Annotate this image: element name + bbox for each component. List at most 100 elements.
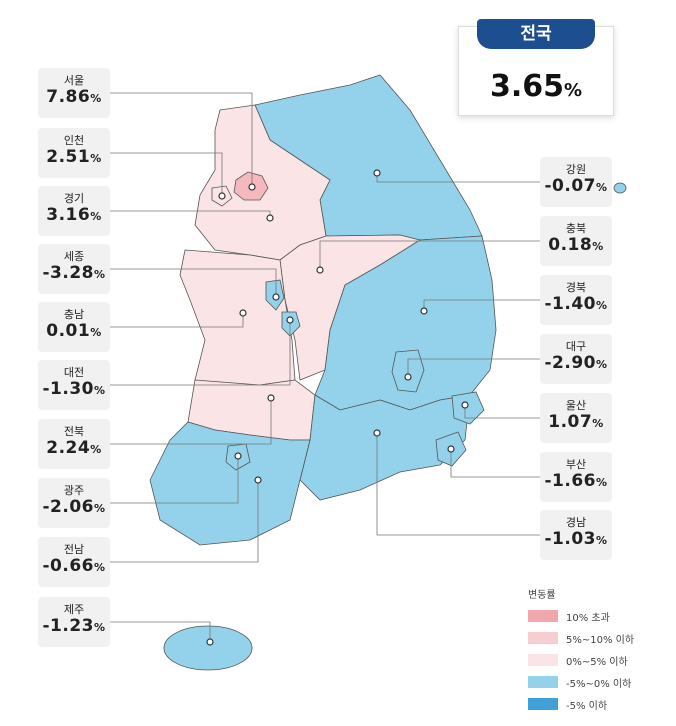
region-name: 대전 [63,366,85,379]
region-name: 인천 [63,134,85,147]
region-unit: % [93,268,106,281]
region-unit: % [592,240,604,253]
leader-line [110,398,272,445]
region-value: 7.86% [38,87,110,107]
legend: 변동률 10% 초과 5%~10% 이하 0%~5% 이하 -5%~0% 이하 -5% … [528,586,634,715]
region-label: 서울 7.86% [38,68,110,118]
region-name: 경남 [565,516,587,529]
provinces [149,74,627,671]
leader-line [110,92,253,187]
region-value: 2.51% [38,147,110,167]
region-dot [267,394,275,402]
region-number: -1.66 [544,471,596,491]
national-box: 전국 3.65% [458,19,614,116]
region-number: 0.18 [548,235,593,255]
region-name: 부산 [565,458,587,471]
legend-title: 변동률 [528,590,556,601]
leader-line [423,299,540,311]
legend-swatch [528,698,558,710]
region-dot [272,293,280,301]
region-name: 경북 [565,281,587,294]
region-dot [239,309,247,317]
legend-item: 0%~5% 이하 [528,649,634,671]
region-unit: % [90,326,102,339]
leader-line [110,320,291,386]
leader-line [110,480,259,563]
region-number: -1.23 [42,616,94,636]
region-label: 광주 -2.06% [38,478,110,528]
region-label: 울산 1.07% [540,393,612,443]
region-value: -1.66% [540,471,612,491]
region-dot [404,373,412,381]
region-value: -1.03% [540,529,612,549]
region-dot [254,476,262,484]
jeonnam [149,421,311,546]
region-dot [234,452,242,460]
region-dot [266,214,274,222]
leader-line [407,358,540,377]
region-value: 0.01% [38,321,110,341]
region-dot [206,638,214,646]
leader-line [110,456,239,504]
region-name: 전북 [63,425,85,438]
region-dot [286,316,294,324]
region-name: 제주 [63,603,85,616]
region-number: 3.16 [46,205,91,225]
region-value: -0.66% [38,556,110,576]
region-dot [461,401,469,409]
region-number: -2.90 [544,353,596,373]
legend-label: -5%~0% 이하 [566,678,632,690]
region-label: 강원 -0.07% [540,157,612,207]
region-dot [447,445,455,453]
region-name: 충북 [565,222,587,235]
region-unit: % [595,476,608,489]
region-name: 서울 [63,74,85,87]
region-dot [373,429,381,437]
national-name: 전국 [477,19,595,49]
legend-item: 5%~10% 이하 [528,627,634,649]
region-unit: % [90,92,102,105]
region-label: 인천 2.51% [38,128,110,178]
leader-line [376,433,540,536]
region-dot [218,192,226,200]
region-value: -2.06% [38,497,110,517]
region-label: 부산 -1.66% [540,452,612,502]
national-unit: % [563,80,583,101]
region-name: 전남 [63,543,85,556]
region-unit: % [90,443,102,456]
legend-label: 10% 초과 [566,612,610,624]
legend-swatch [528,654,558,666]
legend-swatch [528,676,558,688]
region-value: 2.24% [38,438,110,458]
region-label: 경기 3.16% [38,186,110,236]
region-name: 세종 [63,250,85,263]
region-label: 전북 2.24% [38,419,110,469]
region-value: -1.23% [38,616,110,636]
national-value: 3.65% [459,69,613,104]
region-number: -1.40 [544,294,596,314]
region-unit: % [595,534,608,547]
region-unit: % [595,358,608,371]
region-value: -1.40% [540,294,612,314]
region-unit: % [93,561,106,574]
region-name: 울산 [565,399,587,412]
region-label: 충남 0.01% [38,302,110,352]
leader-line [110,621,211,642]
region-dot [420,307,428,315]
region-value: -3.28% [38,263,110,283]
region-number: -1.03 [544,529,596,549]
legend-item: -5% 이하 [528,693,634,715]
region-value: -1.30% [38,379,110,399]
region-label: 세종 -3.28% [38,244,110,294]
leader-lines [110,92,540,646]
region-number: 2.24 [46,438,91,458]
region-number: -3.28 [42,263,94,283]
legend-swatch [528,610,558,622]
region-number: 1.07 [548,412,593,432]
leader-line [464,405,540,419]
region-value: 1.07% [540,412,612,432]
region-label: 경남 -1.03% [540,510,612,560]
region-unit: % [595,299,608,312]
region-label: 전남 -0.66% [38,537,110,587]
